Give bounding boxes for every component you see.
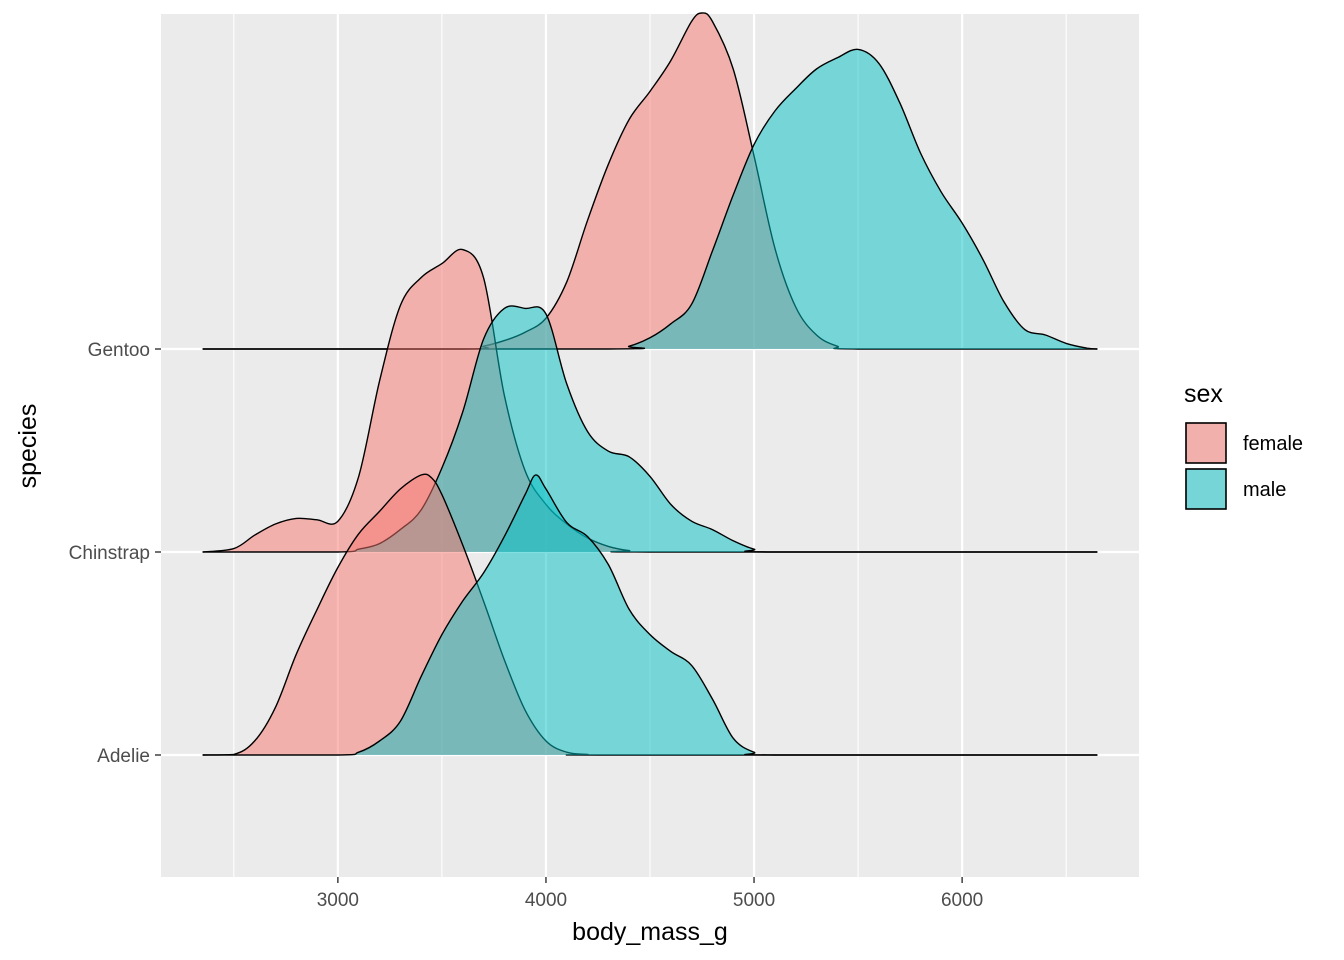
y-axis-title: species bbox=[14, 404, 42, 489]
legend-label-female: female bbox=[1243, 433, 1303, 455]
ridge-chinstrap-male-area bbox=[202, 305, 1098, 552]
x-tick-label: 4000 bbox=[525, 890, 567, 911]
legend-key-male bbox=[1185, 468, 1227, 510]
x-tick-label: 6000 bbox=[941, 890, 983, 911]
ridge-gentoo-female-area bbox=[202, 12, 1098, 350]
y-axis-ticks: Adelie Chinstrap Gentoo bbox=[69, 340, 161, 767]
legend: sex female male bbox=[1184, 380, 1303, 510]
x-tick-label: 3000 bbox=[317, 890, 359, 911]
density-ridges bbox=[202, 12, 1098, 756]
ridge-gentoo-male-outline bbox=[202, 48, 1098, 350]
ridge-gentoo-male-area bbox=[202, 49, 1098, 350]
legend-label-male: male bbox=[1243, 479, 1286, 501]
y-tick-label-adelie: Adelie bbox=[97, 746, 150, 767]
ridge-adelie-male-area bbox=[202, 474, 1098, 755]
x-axis-title: body_mass_g bbox=[572, 918, 728, 946]
y-tick-label-gentoo: Gentoo bbox=[88, 340, 150, 361]
legend-key-female bbox=[1185, 422, 1227, 464]
y-tick-label-chinstrap: Chinstrap bbox=[69, 543, 150, 564]
legend-title: sex bbox=[1184, 380, 1223, 408]
x-axis-ticks: 3000 4000 5000 6000 bbox=[317, 877, 983, 911]
x-tick-label: 5000 bbox=[733, 890, 775, 911]
ridge-adelie-male-outline bbox=[202, 474, 1098, 756]
